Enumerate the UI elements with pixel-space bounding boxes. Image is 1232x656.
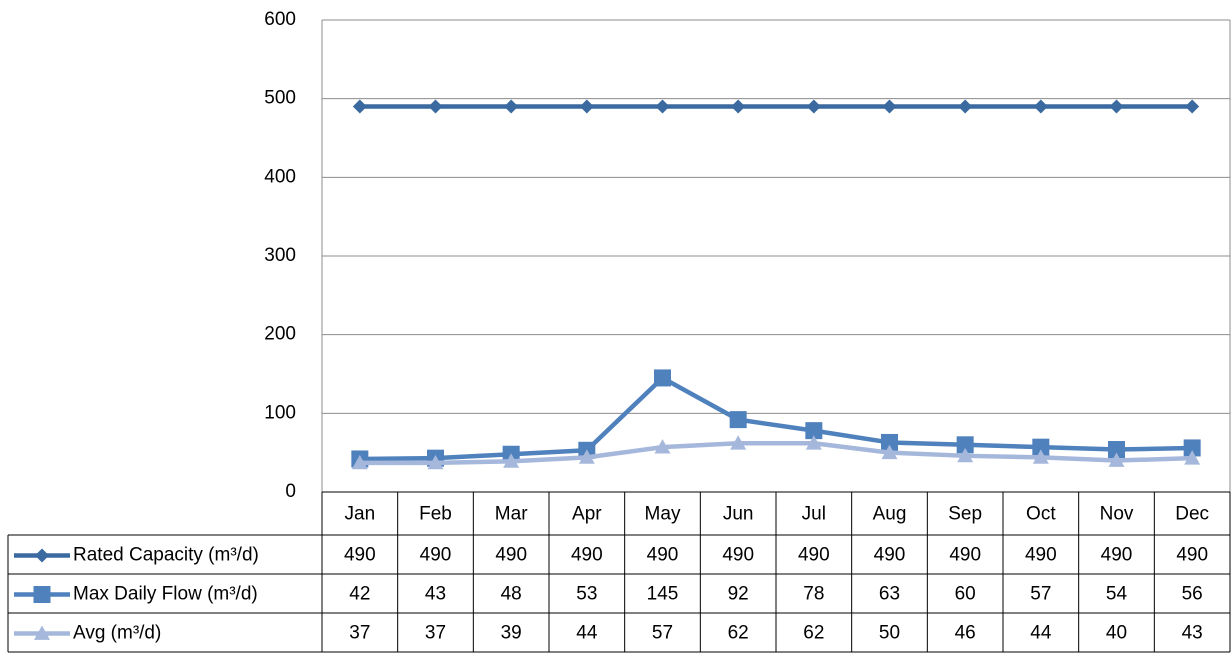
table-value: 490 [420, 545, 452, 566]
marker [1185, 99, 1200, 114]
x-tick-label: Dec [1175, 504, 1209, 525]
x-tick-label: Oct [1026, 504, 1056, 525]
table-value: 37 [425, 623, 446, 644]
marker [882, 99, 897, 114]
table-value: 490 [1025, 545, 1057, 566]
marker [352, 99, 367, 114]
legend-label: Rated Capacity (m³/d) [73, 545, 259, 566]
marker [33, 586, 51, 603]
table-value: 43 [1182, 623, 1203, 644]
table-value: 40 [1106, 623, 1127, 644]
table-value: 50 [879, 623, 900, 644]
x-tick-label: Sep [948, 504, 982, 525]
table-value: 60 [955, 584, 976, 605]
table-value: 145 [647, 584, 679, 605]
y-tick-label: 600 [264, 9, 296, 30]
marker [1108, 452, 1125, 467]
marker [1184, 450, 1201, 465]
table-value: 490 [798, 545, 830, 566]
y-tick-label: 400 [264, 166, 296, 187]
table-value: 490 [949, 545, 981, 566]
marker [806, 99, 821, 114]
marker [579, 99, 594, 114]
marker [1033, 99, 1048, 114]
marker [956, 436, 974, 454]
x-tick-label: Feb [419, 504, 452, 525]
marker [1183, 439, 1201, 457]
y-tick-label: 0 [285, 481, 296, 502]
marker [654, 439, 671, 454]
marker [654, 369, 671, 387]
table-value: 490 [647, 545, 679, 566]
marker [957, 447, 974, 463]
y-tick-label: 500 [264, 88, 296, 109]
marker [1108, 441, 1125, 459]
y-tick-label: 200 [264, 324, 296, 345]
table-value: 490 [1176, 545, 1208, 566]
table-value: 43 [425, 584, 446, 605]
table-value: 490 [1101, 545, 1133, 566]
table-value: 54 [1106, 584, 1128, 605]
table-value: 63 [879, 584, 900, 605]
table-value: 62 [803, 623, 824, 644]
table-value: 44 [576, 623, 598, 644]
table-value: 57 [652, 623, 673, 644]
marker [351, 454, 368, 470]
marker [655, 99, 670, 114]
marker [1109, 99, 1124, 114]
marker [731, 99, 746, 114]
x-tick-label: Mar [495, 504, 528, 525]
table-value: 490 [722, 545, 754, 566]
marker [881, 433, 898, 451]
table-value: 57 [1030, 584, 1051, 605]
x-tick-label: Aug [873, 504, 907, 525]
marker [427, 454, 444, 470]
legend-label: Max Daily Flow (m³/d) [73, 584, 258, 605]
y-tick-label: 100 [264, 402, 296, 423]
marker [578, 449, 595, 464]
marker [35, 548, 49, 563]
table-value: 37 [349, 623, 370, 644]
table-value: 56 [1182, 584, 1203, 605]
table-value: 48 [501, 584, 522, 605]
legend-label: Avg (m³/d) [73, 623, 161, 644]
marker [730, 435, 747, 450]
marker [503, 453, 520, 468]
marker [729, 411, 747, 429]
table-value: 39 [501, 623, 522, 644]
marker [504, 99, 519, 114]
table-value: 92 [728, 584, 749, 605]
x-tick-label: Jul [802, 504, 826, 525]
table-value: 490 [344, 545, 376, 566]
x-tick-label: Nov [1100, 504, 1134, 525]
marker [958, 99, 973, 114]
table-value: 46 [955, 623, 976, 644]
marker [1032, 449, 1049, 464]
table-value: 53 [576, 584, 597, 605]
table-value: 490 [495, 545, 527, 566]
marker [805, 435, 822, 450]
x-tick-label: Jan [345, 504, 376, 525]
table-value: 62 [728, 623, 749, 644]
series-line [359, 440, 1193, 466]
y-tick-label: 300 [264, 245, 296, 266]
x-tick-label: May [645, 504, 681, 525]
marker [805, 422, 823, 440]
table-value: 490 [571, 545, 603, 566]
x-tick-label: Apr [572, 504, 602, 525]
table-value: 78 [803, 584, 824, 605]
x-tick-label: Jun [723, 504, 754, 525]
table-value: 42 [349, 584, 370, 605]
marker [881, 444, 898, 460]
series-line [359, 375, 1193, 462]
marker [1032, 438, 1050, 456]
marker [34, 625, 50, 640]
table-value: 490 [874, 545, 906, 566]
table-value: 44 [1030, 623, 1052, 644]
marker [428, 99, 443, 114]
